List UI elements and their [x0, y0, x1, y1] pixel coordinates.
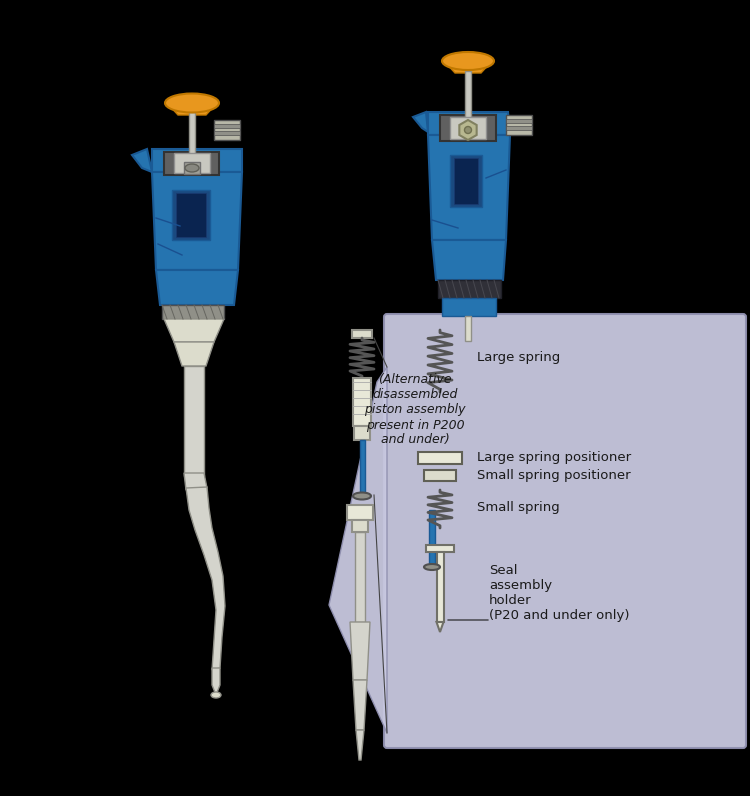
- Polygon shape: [432, 240, 506, 280]
- Bar: [442, 298, 496, 316]
- Bar: [436, 552, 443, 622]
- Bar: [465, 71, 471, 121]
- Bar: [162, 305, 224, 319]
- Polygon shape: [212, 668, 220, 695]
- FancyBboxPatch shape: [384, 314, 746, 748]
- Bar: [465, 316, 471, 341]
- Bar: [440, 115, 496, 141]
- Ellipse shape: [353, 493, 371, 500]
- Bar: [454, 158, 478, 204]
- Polygon shape: [164, 319, 224, 342]
- Polygon shape: [428, 135, 510, 240]
- Polygon shape: [428, 112, 510, 135]
- Bar: [418, 452, 462, 464]
- Bar: [353, 378, 371, 426]
- Bar: [450, 117, 486, 139]
- Bar: [184, 162, 200, 174]
- Bar: [184, 366, 204, 476]
- Text: Small spring positioner: Small spring positioner: [477, 470, 631, 482]
- Polygon shape: [156, 270, 238, 305]
- Polygon shape: [350, 622, 370, 680]
- Bar: [352, 330, 372, 338]
- Bar: [426, 545, 454, 552]
- Polygon shape: [186, 487, 225, 670]
- Bar: [214, 120, 240, 140]
- Bar: [347, 505, 373, 520]
- Polygon shape: [152, 149, 242, 172]
- Bar: [354, 426, 370, 440]
- Polygon shape: [436, 622, 443, 632]
- Bar: [174, 153, 210, 173]
- Polygon shape: [459, 120, 477, 140]
- Text: Large spring: Large spring: [477, 352, 560, 365]
- Polygon shape: [329, 367, 387, 733]
- Polygon shape: [174, 342, 214, 366]
- Bar: [424, 470, 456, 481]
- Bar: [506, 119, 532, 123]
- Bar: [429, 510, 435, 565]
- Text: Large spring positioner: Large spring positioner: [477, 451, 632, 465]
- Bar: [189, 112, 195, 154]
- Polygon shape: [132, 149, 152, 172]
- Polygon shape: [444, 61, 492, 73]
- Ellipse shape: [165, 93, 219, 112]
- Polygon shape: [413, 112, 428, 132]
- Bar: [164, 152, 219, 175]
- Bar: [438, 280, 501, 298]
- Ellipse shape: [442, 52, 494, 70]
- Polygon shape: [353, 680, 367, 730]
- Bar: [214, 124, 240, 128]
- Bar: [176, 193, 206, 237]
- Bar: [172, 190, 210, 240]
- Ellipse shape: [424, 564, 440, 570]
- Bar: [506, 115, 532, 135]
- Text: (Alternative
disassembled
piston assembly
present in P200
and under): (Alternative disassembled piston assembl…: [364, 373, 466, 447]
- Bar: [214, 131, 240, 135]
- Ellipse shape: [211, 692, 221, 698]
- Ellipse shape: [464, 127, 472, 134]
- Text: Seal
assembly
holder
(P20 and under only): Seal assembly holder (P20 and under only…: [489, 564, 629, 622]
- Polygon shape: [184, 473, 207, 490]
- Bar: [352, 520, 368, 532]
- Bar: [355, 532, 365, 622]
- Bar: [360, 440, 365, 495]
- Ellipse shape: [185, 164, 199, 172]
- Polygon shape: [152, 172, 242, 270]
- Polygon shape: [356, 730, 364, 760]
- Bar: [506, 126, 532, 130]
- Bar: [450, 155, 482, 207]
- Text: Small spring: Small spring: [477, 501, 560, 514]
- Polygon shape: [167, 103, 217, 115]
